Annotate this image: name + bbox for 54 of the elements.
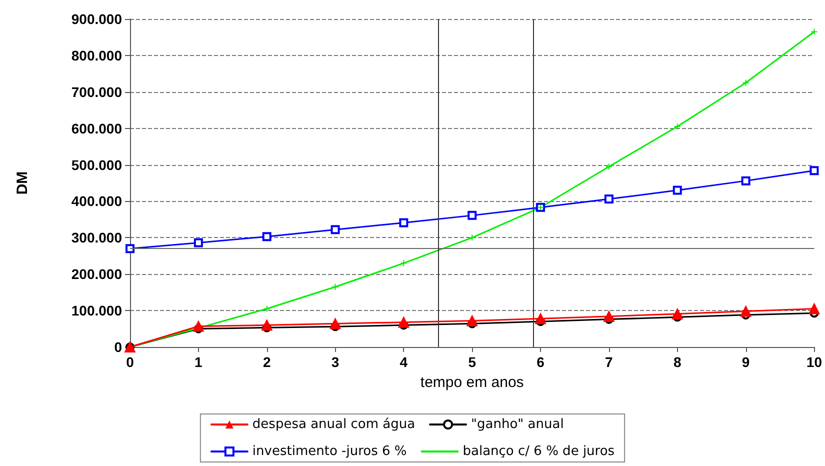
point [740,306,752,317]
y-tick-label: 200.000 [71,266,122,282]
y-tick-label: 800.000 [71,47,122,64]
x-tick-label: 5 [468,354,476,370]
y-tick-label: 300.000 [71,230,122,246]
x-axis-title: tempo em anos [420,374,524,391]
y-tick-label: 400.000 [71,193,122,210]
x-tick-label: 2 [262,354,271,370]
point [468,210,477,220]
point [672,186,682,195]
legend-label: investimento -juros 6 % [252,444,407,459]
y-tick-label: 900.000 [71,11,122,27]
point [399,218,408,228]
point [674,123,681,130]
x-tick-label: 3 [331,354,340,370]
point [742,79,750,86]
point [808,303,820,314]
point [330,225,340,234]
x-tick-label: 9 [742,354,750,370]
point [468,234,476,242]
point [194,238,203,248]
y-tick-label: 600.000 [71,120,122,136]
point [603,310,614,322]
x-tick-label: 7 [605,354,614,370]
point [535,313,546,324]
point [466,315,478,326]
point [672,308,683,320]
x-tick-label: 8 [673,354,682,370]
legend-label: despesa anual com água [252,417,416,432]
point [192,320,204,332]
point [126,244,134,254]
point [332,283,339,290]
x-tick-label: 4 [400,354,408,370]
point [262,232,272,242]
point [741,176,750,186]
y-axis-title: DM [14,171,31,195]
point [263,305,270,312]
legend-label: "ganho" anual [471,417,564,432]
x-tick-label: 1 [194,354,203,370]
y-tick-label: 500.000 [71,156,122,173]
x-tick-label: 6 [536,354,545,370]
legend-label: balanço c/ 6 % de juros [462,444,615,459]
point [604,194,614,204]
point [261,320,272,331]
x-tick-label: 0 [126,354,134,370]
point [330,318,341,330]
y-tick-label: 0 [114,339,122,355]
y-tick-label: 100.000 [71,302,122,319]
x-tick-label: 10 [806,354,822,370]
point [398,316,410,328]
point [400,260,408,267]
y-tick-label: 700.000 [71,84,122,100]
point [605,163,612,170]
point [810,166,819,176]
